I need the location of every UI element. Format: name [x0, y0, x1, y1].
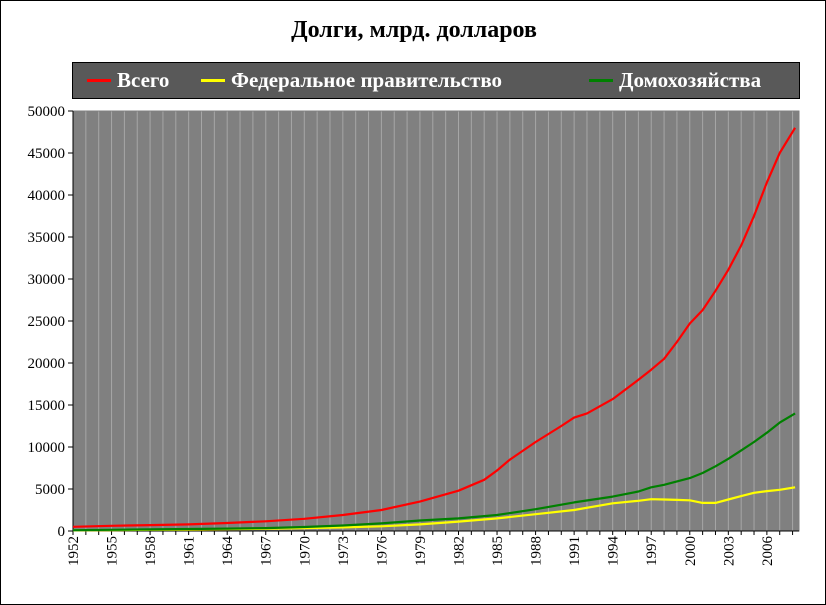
- x-tick-label: 1955: [105, 536, 121, 566]
- x-tick-label: 1970: [297, 536, 313, 566]
- legend-swatch-federal: [201, 79, 225, 82]
- x-tick-label: 1997: [644, 536, 660, 567]
- x-tick-label: 1964: [220, 536, 236, 567]
- legend-label-households: Домохозяйства: [619, 68, 762, 92]
- y-tick-label: 15000: [28, 398, 66, 414]
- legend-item-households: Домохозяйства: [589, 63, 761, 98]
- y-tick-label: 30000: [28, 272, 66, 288]
- x-tick-label: 1976: [374, 536, 390, 567]
- legend-swatch-households: [589, 79, 613, 82]
- x-tick-label: 2000: [683, 536, 699, 566]
- legend-swatch-total: [87, 79, 111, 82]
- x-tick-label: 1982: [451, 536, 467, 566]
- x-tick-label: 1973: [336, 536, 352, 566]
- chart-legend: Всего Федеральное правительство Домохозя…: [72, 62, 800, 99]
- chart-title: Долги, млрд. долларов: [291, 17, 537, 43]
- series-line-2: [72, 412, 796, 532]
- y-tick-label: 10000: [28, 440, 66, 456]
- x-tick-label: 1985: [490, 536, 506, 566]
- y-tick-label: 35000: [28, 230, 66, 246]
- x-tick-label: 1961: [182, 536, 198, 566]
- y-tick-label: 50000: [28, 104, 66, 120]
- x-tick-label: 1967: [259, 536, 275, 567]
- x-tick-label: 2006: [760, 536, 776, 567]
- x-tick-label: 1994: [606, 536, 622, 567]
- x-tick-label: 1991: [567, 536, 583, 566]
- legend-item-total: Всего: [87, 63, 169, 98]
- x-tick-label: 1952: [66, 536, 82, 566]
- x-tick-label: 1988: [529, 536, 545, 566]
- x-tick-label: 2003: [721, 536, 737, 566]
- x-tick-label: 1958: [143, 536, 159, 566]
- y-tick-label: 40000: [28, 188, 66, 204]
- x-tick-label: 1979: [413, 536, 429, 566]
- series-line-0: [72, 127, 797, 528]
- legend-item-federal: Федеральное правительство: [201, 63, 502, 98]
- y-tick-label: 0: [58, 524, 66, 540]
- y-tick-label: 25000: [28, 314, 66, 330]
- plot-background: [73, 111, 799, 531]
- legend-label-federal: Федеральное правительство: [231, 68, 503, 92]
- y-tick-label: 20000: [28, 356, 66, 372]
- legend-label-total: Всего: [117, 68, 170, 92]
- y-tick-label: 45000: [28, 146, 66, 162]
- y-tick-label: 5000: [35, 482, 65, 498]
